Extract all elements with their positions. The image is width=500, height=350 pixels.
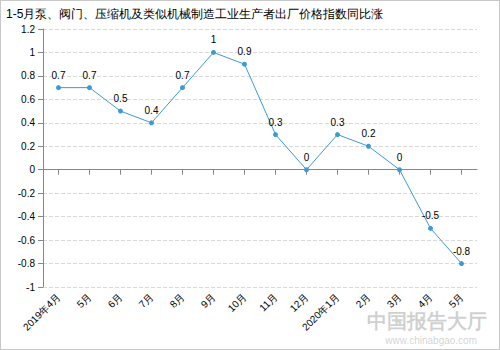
svg-text:0: 0 [397, 152, 403, 163]
svg-text:5月: 5月 [447, 291, 466, 310]
svg-text:0.7: 0.7 [176, 70, 190, 81]
svg-text:11月: 11月 [257, 291, 279, 313]
svg-text:-1: -1 [26, 282, 35, 293]
svg-text:0.3: 0.3 [331, 117, 345, 128]
svg-text:2019年4月: 2019年4月 [21, 291, 63, 333]
svg-text:3月: 3月 [385, 291, 404, 310]
svg-text:6月: 6月 [106, 291, 125, 310]
svg-text:12月: 12月 [288, 291, 311, 314]
svg-text:0.6: 0.6 [21, 94, 35, 105]
svg-text:1-5月泵、阀门、压缩机及类似机械制造工业生产者出厂价格指数: 1-5月泵、阀门、压缩机及类似机械制造工业生产者出厂价格指数同比涨 [6, 7, 383, 21]
svg-text:0: 0 [304, 152, 310, 163]
svg-text:www.chinabgao.com: www.chinabgao.com [384, 335, 477, 346]
svg-text:8月: 8月 [168, 291, 187, 310]
svg-text:9月: 9月 [199, 291, 218, 310]
svg-text:-0.8: -0.8 [453, 246, 471, 257]
svg-text:-0.6: -0.6 [18, 235, 36, 246]
svg-text:0.2: 0.2 [362, 128, 376, 139]
svg-text:-0.2: -0.2 [18, 188, 36, 199]
svg-text:-0.8: -0.8 [18, 258, 36, 269]
svg-text:7月: 7月 [137, 291, 156, 310]
svg-text:1.2: 1.2 [21, 24, 35, 35]
svg-text:0.2: 0.2 [21, 141, 35, 152]
svg-text:0.3: 0.3 [269, 117, 283, 128]
svg-text:0.7: 0.7 [83, 70, 97, 81]
svg-text:0: 0 [29, 164, 35, 175]
svg-text:2月: 2月 [354, 291, 373, 310]
svg-text:-0.4: -0.4 [18, 211, 36, 222]
svg-text:4月: 4月 [416, 291, 435, 310]
svg-text:1: 1 [29, 47, 35, 58]
svg-text:0.4: 0.4 [21, 117, 35, 128]
svg-text:0.5: 0.5 [114, 93, 128, 104]
svg-text:中国报告大厅: 中国报告大厅 [367, 310, 487, 332]
svg-text:1: 1 [211, 34, 217, 45]
svg-text:2020年1月: 2020年1月 [300, 291, 342, 333]
svg-text:0.7: 0.7 [52, 70, 66, 81]
svg-text:0.9: 0.9 [238, 46, 252, 57]
svg-text:5月: 5月 [75, 291, 94, 310]
svg-text:0.4: 0.4 [145, 105, 159, 116]
svg-text:0.8: 0.8 [21, 70, 35, 81]
svg-text:10月: 10月 [226, 291, 249, 314]
svg-text:-0.5: -0.5 [422, 210, 440, 221]
